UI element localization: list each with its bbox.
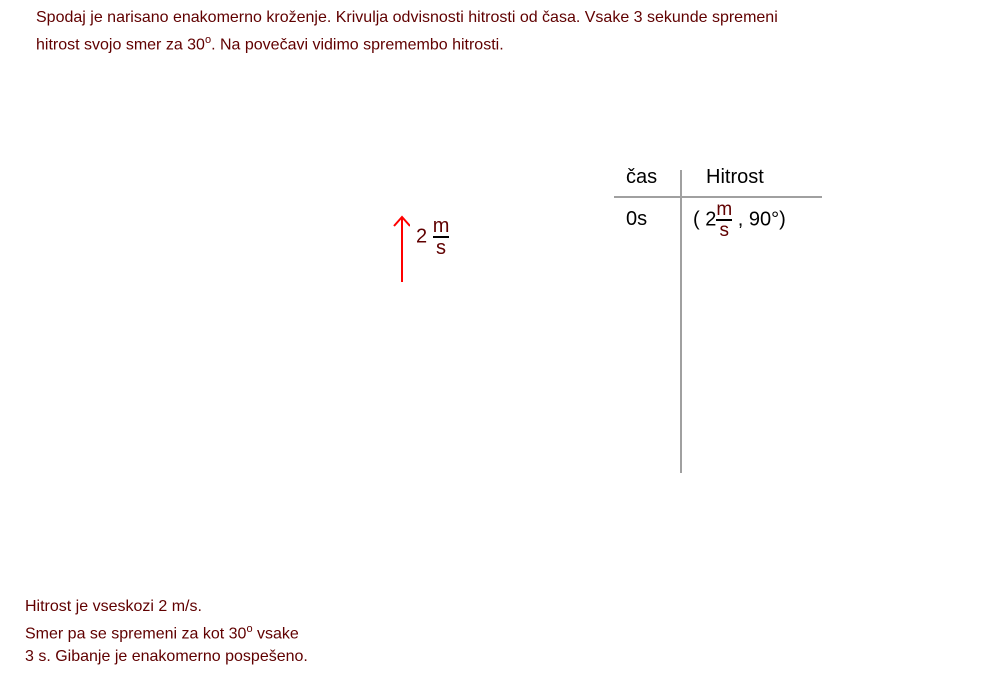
unit-den: s	[436, 237, 447, 259]
cell-angle: , 90°)	[737, 208, 786, 231]
note-line: 3 s. Gibanje je enakomerno pospešeno.	[25, 648, 308, 666]
header-time: čas	[626, 166, 658, 188]
table-column-rule	[680, 170, 682, 473]
degree: o	[246, 623, 253, 635]
intro-line: . Na povečavi vidimo spremembo hitrosti.	[211, 36, 504, 54]
unit-num: m	[716, 199, 733, 220]
cell-open: ( 2	[693, 208, 717, 231]
table-header-rule	[614, 196, 822, 198]
conclusion-text: Hitrost je vseskozi 2 m/s. Smer pa se sp…	[25, 595, 308, 668]
velocity-arrow-icon	[393, 215, 410, 282]
unit-den: s	[719, 220, 730, 241]
note-line: Hitrost je vseskozi 2 m/s.	[25, 598, 202, 615]
intro-line: Spodaj je narisano enakomerno kroženje. …	[36, 9, 778, 26]
note-line: vsake	[252, 625, 299, 643]
cell-time: 0s	[626, 208, 648, 230]
header-velocity: Hitrost	[706, 166, 764, 188]
intro-text: Spodaj je narisano enakomerno kroženje. …	[36, 6, 996, 56]
degree: o	[204, 34, 212, 46]
unit-num: m	[432, 215, 450, 237]
intro-line: hitrost svojo smer za 30	[36, 36, 205, 54]
velocity-value: 2	[416, 225, 428, 248]
note-line: Smer pa se spremeni za kot 30	[25, 625, 247, 643]
